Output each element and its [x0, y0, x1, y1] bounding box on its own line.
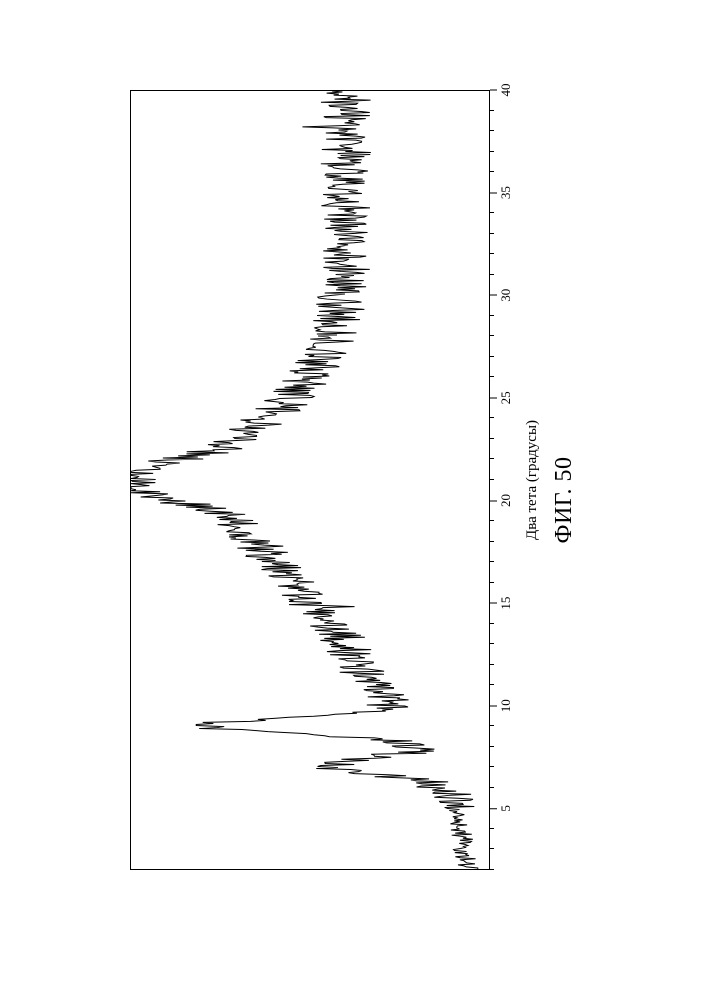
- x-minor-tick: [490, 233, 494, 234]
- x-tick: 35: [490, 186, 514, 199]
- x-minor-tick: [490, 274, 494, 275]
- x-tick: 5: [490, 805, 514, 812]
- x-tick-label: 30: [497, 289, 514, 302]
- x-minor-tick: [490, 520, 494, 521]
- x-tick-mark: [490, 90, 497, 91]
- page: Интенсивность 510152025303540 Два тета (…: [0, 0, 707, 1000]
- x-minor-tick: [490, 664, 494, 665]
- x-minor-tick: [490, 458, 494, 459]
- x-minor-tick: [490, 561, 494, 562]
- x-tick: 10: [490, 699, 514, 712]
- x-minor-tick: [490, 643, 494, 644]
- x-minor-tick: [490, 253, 494, 254]
- x-tick-label: 25: [497, 391, 514, 404]
- x-tick-mark: [490, 603, 497, 604]
- x-tick-label: 35: [497, 186, 514, 199]
- x-tick: 15: [490, 597, 514, 610]
- plot-frame: [130, 90, 490, 870]
- x-minor-tick: [490, 438, 494, 439]
- x-minor-tick: [490, 479, 494, 480]
- x-tick-mark: [490, 397, 497, 398]
- x-tick-mark: [490, 295, 497, 296]
- rotated-figure-container: Интенсивность 510152025303540 Два тета (…: [130, 90, 578, 910]
- x-minor-tick: [490, 869, 494, 870]
- x-minor-tick: [490, 417, 494, 418]
- x-minor-tick: [490, 130, 494, 131]
- x-minor-tick: [490, 212, 494, 213]
- x-minor-tick: [490, 356, 494, 357]
- x-minor-tick: [490, 746, 494, 747]
- x-tick-mark: [490, 705, 497, 706]
- x-minor-tick: [490, 623, 494, 624]
- x-tick-label: 20: [497, 494, 514, 507]
- x-axis-ticks: 510152025303540: [490, 90, 522, 870]
- x-tick-mark: [490, 500, 497, 501]
- x-minor-tick: [490, 766, 494, 767]
- plot-area: Интенсивность 510152025303540 Два тета (…: [130, 90, 541, 870]
- x-minor-tick: [490, 725, 494, 726]
- x-minor-tick: [490, 582, 494, 583]
- x-minor-tick: [490, 171, 494, 172]
- x-tick-label: 40: [497, 84, 514, 97]
- x-minor-tick: [490, 151, 494, 152]
- x-tick: 25: [490, 391, 514, 404]
- x-tick-label: 15: [497, 597, 514, 610]
- x-minor-tick: [490, 335, 494, 336]
- x-tick-mark: [490, 192, 497, 193]
- x-minor-tick: [490, 684, 494, 685]
- x-tick-mark: [490, 808, 497, 809]
- x-tick: 20: [490, 494, 514, 507]
- x-axis-label: Два тета (градусы): [524, 90, 541, 870]
- x-tick-label: 10: [497, 699, 514, 712]
- x-tick-label: 5: [497, 805, 514, 812]
- x-minor-tick: [490, 110, 494, 111]
- x-tick: 30: [490, 289, 514, 302]
- xrd-pattern-line: [131, 91, 489, 869]
- x-minor-tick: [490, 376, 494, 377]
- x-minor-tick: [490, 541, 494, 542]
- figure-caption: ФИГ. 50: [551, 90, 578, 910]
- x-tick: 40: [490, 84, 514, 97]
- x-minor-tick: [490, 848, 494, 849]
- figure: Интенсивность 510152025303540 Два тета (…: [130, 90, 578, 910]
- x-minor-tick: [490, 315, 494, 316]
- x-minor-tick: [490, 828, 494, 829]
- x-minor-tick: [490, 787, 494, 788]
